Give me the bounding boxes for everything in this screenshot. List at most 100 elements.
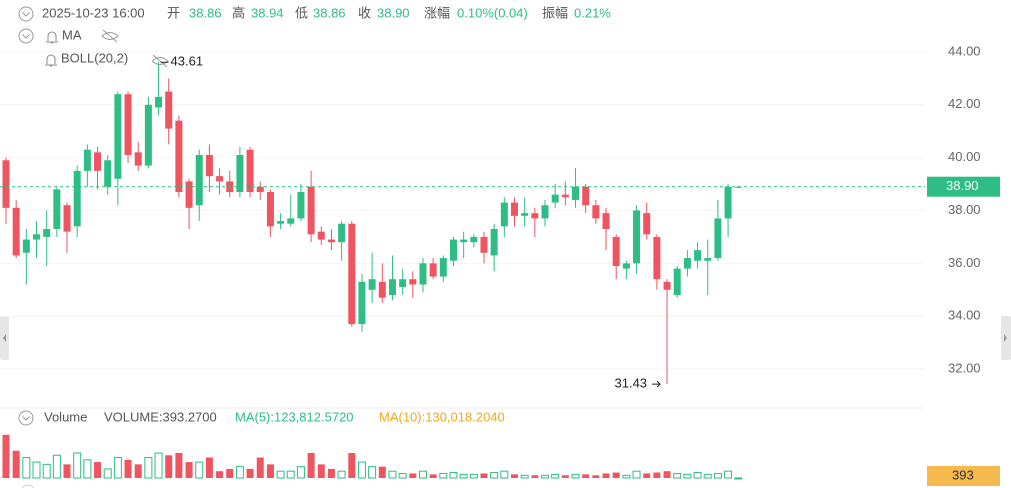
candle-body	[663, 281, 671, 290]
volume-bar	[42, 463, 51, 479]
bell-icon[interactable]	[46, 31, 58, 44]
volume-bar	[693, 472, 702, 479]
candle-body	[277, 221, 285, 224]
candle-body	[460, 239, 468, 243]
field-label: 收	[358, 5, 371, 20]
volume-value: VOLUME:393.2700	[104, 409, 217, 424]
candle-body	[449, 239, 457, 261]
candle-body	[317, 231, 325, 240]
volume-bar	[337, 470, 346, 479]
collapse-icon[interactable]	[18, 28, 34, 44]
candle-body	[73, 170, 81, 227]
eye-off-icon[interactable]	[101, 29, 119, 43]
volume-bar	[205, 457, 213, 478]
candle-body	[388, 279, 396, 296]
volume-bar	[134, 464, 142, 478]
volume-bar	[103, 468, 112, 479]
candle-body	[348, 223, 356, 325]
collapse-icon[interactable]	[18, 6, 34, 22]
volume-bar	[368, 466, 377, 479]
volume-bar	[531, 475, 539, 478]
eye-off-icon[interactable]	[151, 54, 169, 68]
field-label: 低	[295, 5, 308, 20]
ma-indicator: MA	[62, 27, 82, 42]
volume-bar	[551, 473, 560, 479]
candle-body	[602, 213, 610, 229]
candle-body	[622, 263, 630, 269]
candle-body	[633, 210, 641, 264]
candle-body	[439, 258, 447, 277]
volume-bar	[653, 472, 661, 478]
volume-bar	[612, 472, 620, 478]
candle-body	[429, 263, 437, 277]
field-label: 开	[167, 5, 180, 20]
candle-body	[582, 186, 590, 206]
volume-bar	[602, 473, 610, 478]
candle-body	[124, 94, 132, 155]
volume-bar	[246, 468, 254, 478]
volume-bar	[113, 457, 122, 479]
volume-bar	[409, 473, 417, 478]
volume-bar	[561, 475, 569, 478]
candle-body	[470, 236, 478, 243]
volume-bar	[2, 434, 10, 478]
volume-bar	[622, 474, 631, 479]
candle-body	[83, 149, 91, 171]
candle-body	[714, 218, 722, 259]
volume-bar	[276, 470, 285, 479]
candle-body	[683, 258, 691, 269]
candle-body	[643, 213, 651, 235]
volume-bar	[490, 472, 499, 479]
volume-tag	[927, 465, 1000, 486]
volume-bar	[582, 474, 590, 478]
boll-indicator: BOLL(20,2)	[61, 50, 128, 65]
high-annotation: 43.61	[171, 54, 204, 69]
candle-body	[653, 236, 661, 280]
volume-bar	[703, 473, 712, 479]
volume-bar	[154, 452, 163, 479]
candle-body	[511, 202, 518, 216]
candle-body	[378, 281, 386, 298]
candle-body	[216, 176, 224, 182]
field-label: 涨幅	[424, 5, 450, 20]
collapse-arrow	[22, 416, 30, 421]
volume-bar	[541, 474, 550, 479]
candle-body	[338, 223, 346, 243]
volume-bar	[511, 474, 518, 478]
candle-body	[114, 94, 122, 179]
volume-bar	[175, 453, 183, 478]
candle-body	[63, 205, 71, 232]
candle-body	[419, 263, 427, 285]
candle-body	[541, 205, 549, 219]
candle-body	[531, 213, 539, 219]
volume-bar	[713, 472, 722, 479]
volume-bar	[469, 473, 478, 479]
volume-bar	[83, 459, 92, 479]
field-label: 振幅	[542, 5, 568, 20]
volume-bar	[439, 472, 448, 479]
volume-bar	[327, 468, 335, 478]
y-tick-label: 40.00	[948, 149, 981, 164]
field-value: 38.86	[313, 5, 346, 20]
volume-bar	[317, 464, 325, 478]
volume-bar	[388, 470, 397, 479]
y-tick-label: 44.00	[948, 43, 981, 58]
candle-body	[724, 186, 732, 219]
candle-body	[33, 234, 41, 240]
bell-icon[interactable]	[45, 54, 57, 67]
left-arrow	[3, 334, 6, 342]
volume-bar	[663, 471, 671, 478]
candle-body	[134, 152, 142, 166]
collapse-icon[interactable]	[18, 410, 34, 426]
candle-body	[612, 236, 620, 266]
volume-bar	[429, 474, 437, 478]
field-label: 高	[232, 5, 245, 20]
y-tick-label: 34.00	[948, 308, 981, 323]
field-value: 0.21%	[574, 5, 611, 20]
volume-bar	[94, 462, 102, 478]
y-tick-label: 42.00	[948, 96, 981, 111]
volume-ma5: MA(5):123,812.5720	[235, 409, 354, 424]
volume-bar	[643, 473, 651, 478]
volume-bar	[632, 470, 641, 479]
volume-bar	[32, 461, 41, 479]
